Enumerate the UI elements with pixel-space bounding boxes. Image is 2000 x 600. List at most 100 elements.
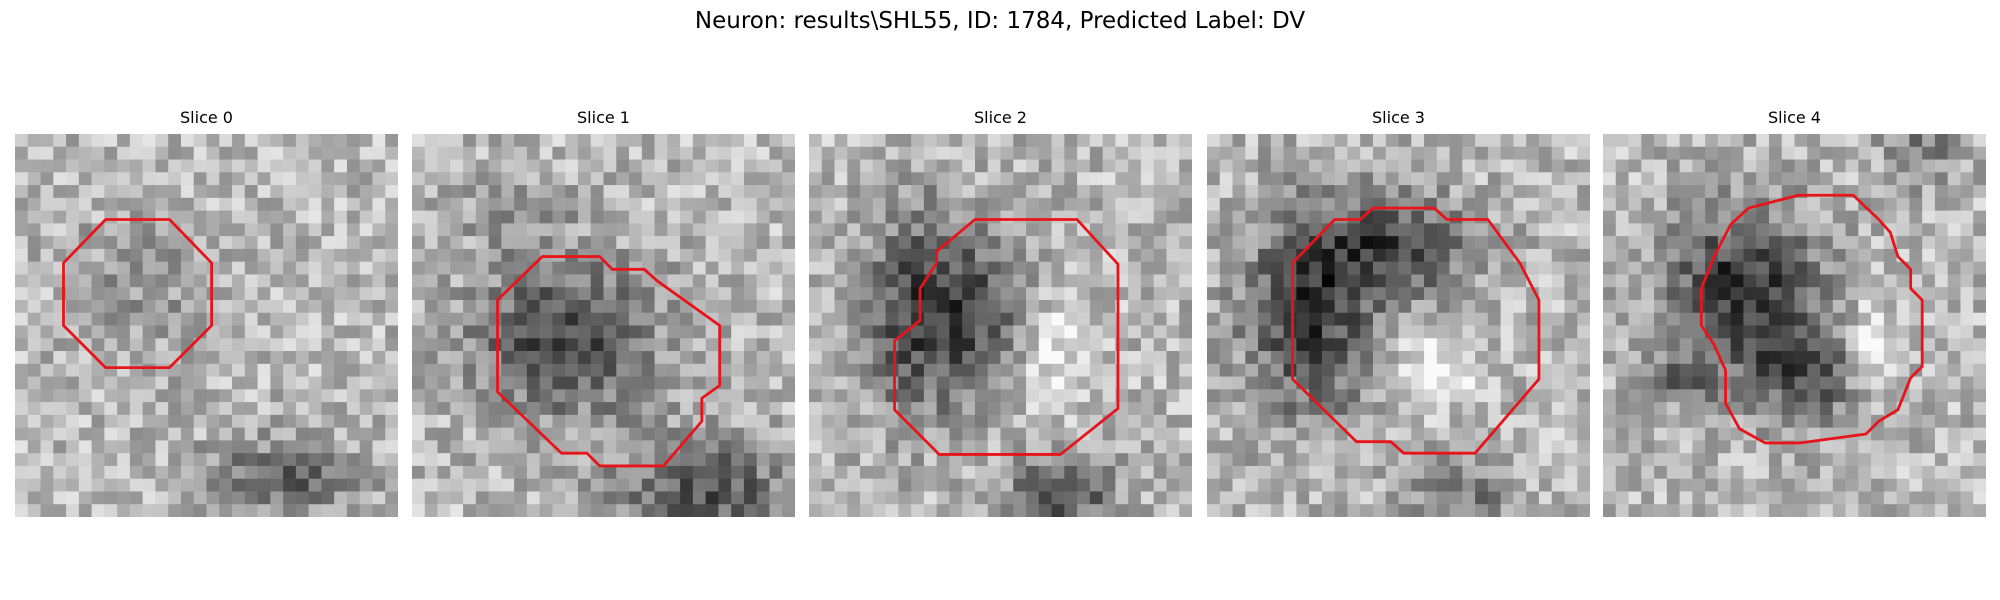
pixel bbox=[1960, 414, 1974, 429]
pixel bbox=[142, 197, 156, 211]
pixel bbox=[552, 440, 566, 454]
pixel bbox=[412, 134, 426, 148]
pixel bbox=[475, 312, 489, 326]
pixel bbox=[526, 312, 541, 326]
pixel bbox=[603, 299, 617, 314]
pixel bbox=[385, 351, 398, 365]
pixel bbox=[1564, 197, 1578, 211]
pixel bbox=[437, 338, 451, 352]
pixel bbox=[552, 402, 566, 416]
pixel bbox=[53, 325, 67, 339]
pixel bbox=[53, 185, 67, 199]
pixel bbox=[1909, 465, 1923, 480]
pixel bbox=[1232, 402, 1246, 416]
pixel bbox=[193, 504, 207, 517]
pixel bbox=[692, 478, 707, 492]
pixel bbox=[283, 236, 297, 250]
pixel bbox=[1051, 274, 1065, 288]
pixel bbox=[283, 197, 297, 211]
pixel bbox=[1334, 134, 1348, 148]
pixel bbox=[1372, 325, 1387, 339]
pixel bbox=[743, 248, 758, 263]
pixel bbox=[565, 312, 579, 326]
pixel bbox=[1475, 389, 1489, 403]
pixel bbox=[437, 146, 451, 160]
pixel bbox=[1692, 312, 1706, 326]
pixel bbox=[1360, 338, 1374, 352]
pixel bbox=[257, 491, 271, 505]
pixel bbox=[1245, 389, 1259, 403]
pixel bbox=[1934, 363, 1949, 377]
pixel bbox=[565, 134, 579, 148]
pixel bbox=[1000, 261, 1014, 275]
pixel bbox=[1089, 338, 1104, 352]
pixel bbox=[1334, 197, 1348, 211]
pixel bbox=[155, 274, 169, 288]
pixel bbox=[1654, 504, 1668, 517]
pixel bbox=[1603, 453, 1617, 467]
pixel bbox=[1909, 478, 1923, 492]
pixel bbox=[424, 146, 438, 160]
pixel bbox=[1245, 159, 1259, 173]
pixel bbox=[1538, 453, 1553, 467]
pixel bbox=[1140, 504, 1155, 517]
pixel bbox=[129, 236, 144, 250]
pixel bbox=[155, 491, 169, 505]
pixel bbox=[1692, 491, 1706, 505]
pixel bbox=[641, 159, 655, 173]
pixel bbox=[308, 338, 322, 352]
pixel bbox=[1538, 465, 1553, 480]
pixel bbox=[603, 185, 617, 199]
pixel bbox=[1743, 351, 1757, 365]
pixel bbox=[1756, 376, 1770, 390]
pixel bbox=[129, 159, 144, 173]
pixel bbox=[232, 338, 246, 352]
pixel bbox=[590, 312, 604, 326]
pixel bbox=[104, 287, 118, 301]
pixel bbox=[1309, 325, 1323, 339]
pixel bbox=[629, 504, 643, 517]
pixel bbox=[1166, 440, 1180, 454]
pixel bbox=[1411, 274, 1425, 288]
pixel bbox=[1089, 351, 1104, 365]
pixel bbox=[180, 146, 195, 160]
pixel bbox=[743, 478, 758, 492]
pixel bbox=[743, 299, 758, 314]
pixel bbox=[424, 236, 438, 250]
pixel bbox=[40, 248, 54, 263]
pixel bbox=[1615, 274, 1629, 288]
pixel bbox=[1845, 402, 1859, 416]
pixel bbox=[1577, 185, 1590, 199]
pixel bbox=[295, 236, 310, 250]
pixel bbox=[1654, 299, 1668, 314]
pixel bbox=[1347, 478, 1361, 492]
pixel bbox=[654, 440, 668, 454]
pixel bbox=[616, 210, 630, 224]
pixel bbox=[885, 504, 899, 517]
pixel bbox=[1462, 363, 1476, 377]
pixel bbox=[1064, 172, 1078, 186]
pixel bbox=[1641, 491, 1655, 505]
pixel bbox=[1909, 185, 1923, 199]
pixel bbox=[514, 274, 528, 288]
pixel bbox=[1628, 299, 1642, 314]
pixel bbox=[1487, 491, 1502, 505]
pixel bbox=[680, 338, 694, 352]
pixel bbox=[743, 402, 758, 416]
pixel bbox=[91, 299, 105, 314]
pixel bbox=[1922, 453, 1936, 467]
pixel bbox=[809, 453, 823, 467]
pixel bbox=[872, 325, 886, 339]
pixel bbox=[936, 299, 950, 314]
pixel bbox=[1487, 325, 1502, 339]
pixel bbox=[1666, 146, 1680, 160]
pixel bbox=[539, 491, 553, 505]
pixel bbox=[1064, 465, 1078, 480]
pixel bbox=[936, 197, 950, 211]
pixel bbox=[206, 312, 220, 326]
pixel bbox=[962, 363, 976, 377]
pixel bbox=[590, 134, 604, 148]
pixel bbox=[898, 363, 912, 377]
pixel bbox=[1449, 185, 1463, 199]
pixel bbox=[180, 453, 195, 467]
